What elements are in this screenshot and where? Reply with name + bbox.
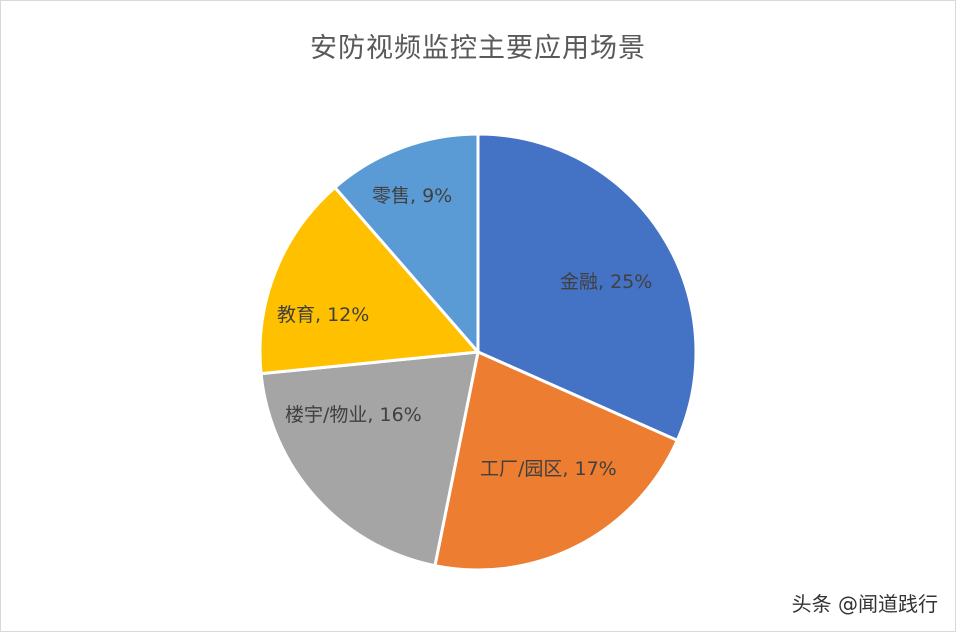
chart-title: 安防视频监控主要应用场景	[310, 33, 646, 64]
label-retail: 零售, 9%	[372, 185, 453, 207]
slice-building	[259, 350, 480, 568]
watermark: 头条 @闻道践行	[791, 592, 938, 616]
slice-finance	[476, 132, 698, 442]
slice-retail	[333, 132, 480, 354]
slice-factory	[433, 350, 679, 572]
label-factory: 工厂/园区, 17%	[480, 458, 617, 480]
label-building: 楼宇/物业, 16%	[285, 404, 422, 426]
label-education: 教育, 12%	[277, 304, 370, 326]
slice-education	[258, 186, 480, 376]
pie-slices	[258, 132, 698, 572]
label-finance: 金融, 25%	[560, 271, 653, 293]
